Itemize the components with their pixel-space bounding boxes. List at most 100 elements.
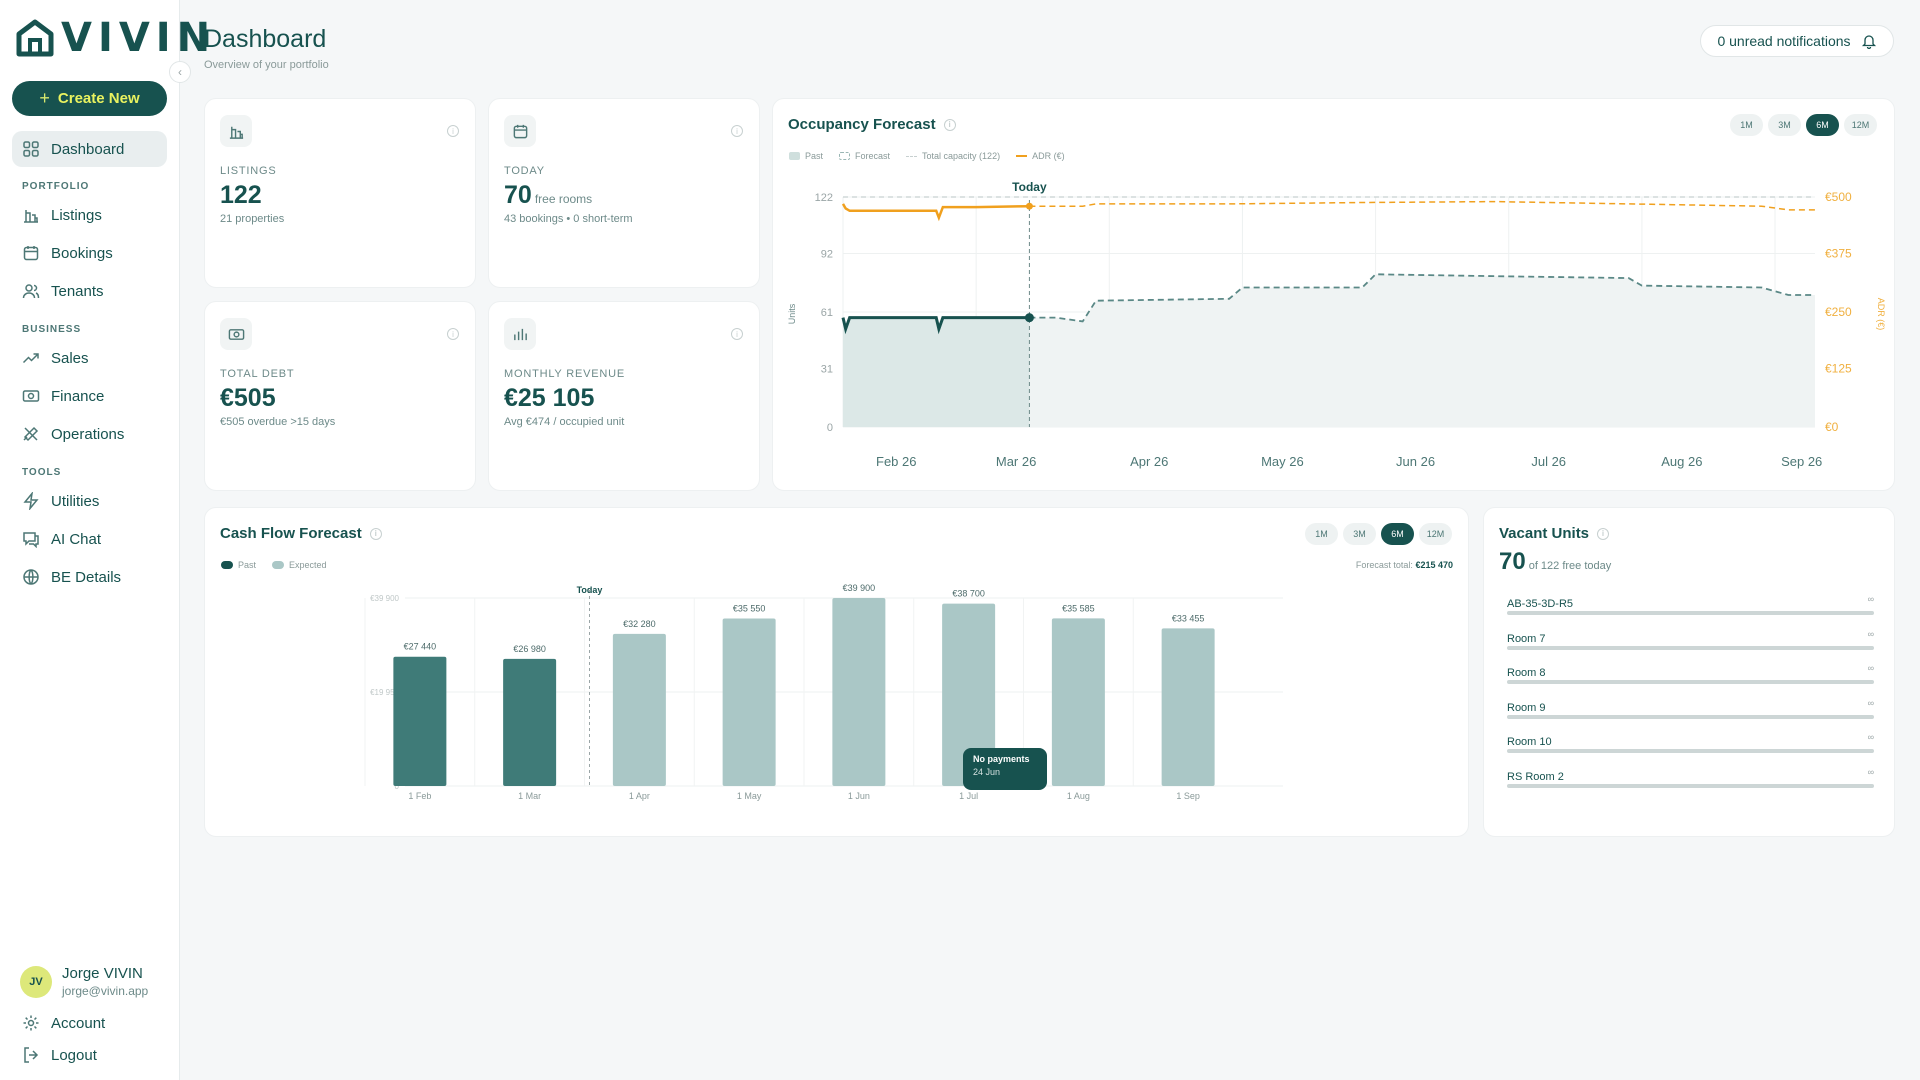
y2-tick-label: €125: [1825, 362, 1852, 376]
sidebar-item-label: AI Chat: [51, 530, 102, 548]
legend-swatch: [906, 155, 918, 157]
x-tick-label: 1 Aug: [1067, 791, 1090, 801]
info-icon[interactable]: i: [731, 125, 743, 137]
sidebar-item-utilities[interactable]: Utilities: [12, 483, 167, 519]
sidebar-item-logout[interactable]: Logout: [12, 1037, 167, 1073]
legend-swatch: [221, 561, 233, 569]
tools-icon: [23, 426, 39, 442]
y2-tick-label: €250: [1825, 305, 1852, 319]
sidebar-item-listings[interactable]: Listings: [12, 197, 167, 233]
adr-line-forecast: [1029, 200, 1815, 211]
bar-expected: [832, 598, 886, 786]
building-chart-icon: [24, 210, 38, 223]
list-item[interactable]: RS Room 2 ∞: [1507, 767, 1874, 802]
user-name: Jorge VIVIN: [62, 965, 143, 982]
range-1m-button[interactable]: 1M: [1305, 523, 1338, 545]
vacancy-bar: [1507, 714, 1874, 719]
today-occupancy-dot: [1024, 313, 1034, 323]
legend-forecast: Forecast: [839, 151, 890, 161]
vacancy-bar: [1507, 645, 1874, 650]
stat-sub: Avg €474 / occupied unit: [504, 416, 625, 428]
today-label: Today: [577, 585, 603, 595]
vacant-count: 70 of 122 free today: [1499, 548, 1611, 576]
chevron-left-icon: ‹: [178, 65, 182, 79]
y-tick-label: 92: [821, 249, 833, 261]
revenue-icon-box: [504, 318, 536, 350]
collapse-sidebar-button[interactable]: ‹: [169, 61, 191, 83]
info-icon[interactable]: i: [447, 328, 459, 340]
sidebar-item-finance[interactable]: Finance: [12, 378, 167, 414]
calendar-icon: [23, 246, 39, 261]
cashflow-title: Cash Flow Forecast: [220, 525, 362, 542]
list-item[interactable]: Room 10 ∞: [1507, 732, 1874, 767]
vivin-logo[interactable]: VIVIN: [15, 18, 216, 58]
create-new-label: Create New: [57, 90, 140, 107]
stat-label: TODAY: [504, 165, 545, 177]
bar-value-label: €35 585: [1062, 603, 1095, 613]
info-icon[interactable]: i: [1597, 527, 1610, 540]
forecast-total-label: Forecast total:: [1355, 560, 1413, 570]
unit-vacancy: ∞: [1867, 628, 1874, 639]
sidebar-item-ai-chat[interactable]: AI Chat: [12, 521, 167, 557]
unit-name: RS Room 2: [1507, 770, 1564, 783]
cashflow-chart: 0 €19 950 €39 900 €27 440 1 Feb €26 980 1 Mar €…: [364, 583, 1283, 801]
unit-vacancy: ∞: [1867, 697, 1874, 708]
legend-swatch: [272, 561, 285, 569]
sidebar-item-dashboard[interactable]: Dashboard: [12, 131, 167, 167]
sidebar-item-bookings[interactable]: Bookings: [12, 235, 167, 271]
stat-sub: 43 bookings • 0 short-term: [504, 213, 633, 225]
stat-sub: 21 properties: [220, 213, 285, 225]
notifications-button[interactable]: 0 unread notifications: [1700, 25, 1894, 57]
sidebar-item-operations[interactable]: Operations: [12, 416, 167, 452]
range-12m-button[interactable]: 12M: [1419, 523, 1452, 545]
sidebar-item-account[interactable]: Account: [12, 1005, 167, 1041]
stat-label: TOTAL DEBT: [220, 368, 295, 380]
bar-expected: [1051, 618, 1105, 786]
logout-icon: [24, 1047, 39, 1063]
legend-swatch: [839, 152, 851, 160]
user-profile[interactable]: JV Jorge VIVIN jorge@vivin.app: [20, 965, 148, 998]
info-icon[interactable]: i: [369, 527, 382, 540]
range-6m-button[interactable]: 6M: [1381, 523, 1414, 545]
range-12m-button[interactable]: 12M: [1844, 114, 1877, 136]
list-item[interactable]: AB-35-3D-R5 ∞: [1507, 594, 1874, 629]
today-card[interactable]: i TODAY 70 free rooms 43 bookings • 0 sho…: [488, 98, 760, 288]
sidebar-item-tenants[interactable]: Tenants: [12, 273, 167, 309]
x-tick-label: Sep 26: [1781, 454, 1822, 469]
bar-past: [503, 658, 557, 786]
sidebar-item-label: Account: [51, 1014, 106, 1032]
y-tick-label: 122: [815, 192, 833, 204]
range-6m-button[interactable]: 6M: [1806, 114, 1839, 136]
range-3m-button[interactable]: 3M: [1343, 523, 1376, 545]
occupancy-forecast-card: Occupancy Forecast i 1M 3M 6M 12M Past F…: [772, 98, 1895, 491]
card-title: Vacant Units i: [1499, 525, 1610, 542]
legend-label: ADR (€): [1032, 151, 1065, 161]
stat-unit: free rooms: [534, 192, 593, 206]
list-item[interactable]: Room 8 ∞: [1507, 663, 1874, 698]
sidebar-item-be-details[interactable]: BE Details: [12, 559, 167, 595]
info-icon[interactable]: i: [943, 118, 956, 131]
listings-icon-box: [220, 115, 252, 147]
range-3m-button[interactable]: 3M: [1768, 114, 1801, 136]
y2-axis-label: ADR (€): [1876, 298, 1886, 331]
list-item[interactable]: Room 9 ∞: [1507, 698, 1874, 733]
listings-card[interactable]: i LISTINGS 122 21 properties: [204, 98, 476, 288]
list-item[interactable]: Room 7 ∞: [1507, 629, 1874, 664]
total-debt-card[interactable]: i TOTAL DEBT €505 €505 overdue >15 days: [204, 301, 476, 491]
legend-adr: ADR (€): [1016, 151, 1065, 161]
bar-expected: [942, 603, 996, 786]
plus-icon: +: [39, 88, 50, 108]
info-icon[interactable]: i: [447, 125, 459, 137]
monthly-revenue-card[interactable]: i MONTHLY REVENUE €25 105 Avg €474 / occ…: [488, 301, 760, 491]
vacancy-bar: [1507, 680, 1874, 684]
vacant-count-sub: of 122 free today: [1528, 560, 1612, 572]
banknote-icon: [22, 390, 40, 402]
sidebar: VIVIN ‹ + Create New Dashboard PORTFOLIO…: [0, 0, 210, 1080]
bar-value-label: €33 455: [1172, 613, 1205, 623]
stat-label: LISTINGS: [220, 165, 277, 177]
info-icon[interactable]: i: [731, 328, 743, 340]
trending-up-icon: [22, 353, 39, 364]
sidebar-item-sales[interactable]: Sales: [12, 340, 167, 376]
create-new-button[interactable]: + Create New: [12, 81, 167, 116]
range-1m-button[interactable]: 1M: [1730, 114, 1763, 136]
